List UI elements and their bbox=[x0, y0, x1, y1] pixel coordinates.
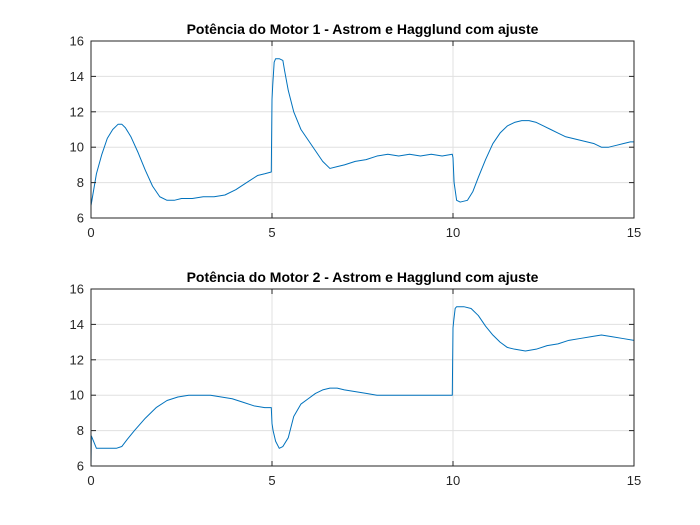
y-tick-label: 8 bbox=[77, 423, 84, 438]
y-tick-label: 12 bbox=[70, 104, 84, 119]
y-tick-label: 14 bbox=[70, 69, 84, 84]
x-tick-label: 15 bbox=[627, 473, 641, 488]
x-tick-label: 10 bbox=[446, 473, 460, 488]
chart-motor-1: 0 5 10 15 6 8 10 12 14 16 Potência do Motor 1 - As… bbox=[70, 21, 642, 240]
chart-motor-2: 0 5 10 15 6 8 10 12 14 16 Potência do Motor 2 - As… bbox=[70, 269, 642, 488]
x-tick-label: 0 bbox=[87, 225, 94, 240]
y-tick-label: 6 bbox=[77, 211, 84, 226]
axes-box bbox=[90, 40, 635, 219]
x-tick-label: 5 bbox=[268, 473, 275, 488]
y-tick-label: 8 bbox=[77, 175, 84, 190]
x-tick-label: 0 bbox=[87, 473, 94, 488]
y-tick-label: 10 bbox=[70, 140, 84, 155]
axes-box bbox=[90, 288, 635, 467]
y-tick-label: 16 bbox=[70, 282, 84, 297]
x-tick-label: 10 bbox=[446, 225, 460, 240]
x-tick-label: 15 bbox=[627, 225, 641, 240]
y-tick-label: 6 bbox=[77, 459, 84, 474]
y-tick-label: 14 bbox=[70, 317, 84, 332]
chart-title: Potência do Motor 1 - Astrom e Hagglund … bbox=[187, 21, 539, 37]
y-tick-label: 10 bbox=[70, 388, 84, 403]
axes-frame bbox=[90, 40, 635, 219]
series-line bbox=[90, 306, 635, 467]
series-line bbox=[90, 58, 634, 206]
y-tick-label: 12 bbox=[70, 352, 84, 367]
axes-frame bbox=[90, 288, 635, 467]
x-tick-label: 5 bbox=[268, 225, 275, 240]
chart-title: Potência do Motor 2 - Astrom e Hagglund … bbox=[187, 269, 539, 285]
y-tick-label: 16 bbox=[70, 34, 84, 49]
